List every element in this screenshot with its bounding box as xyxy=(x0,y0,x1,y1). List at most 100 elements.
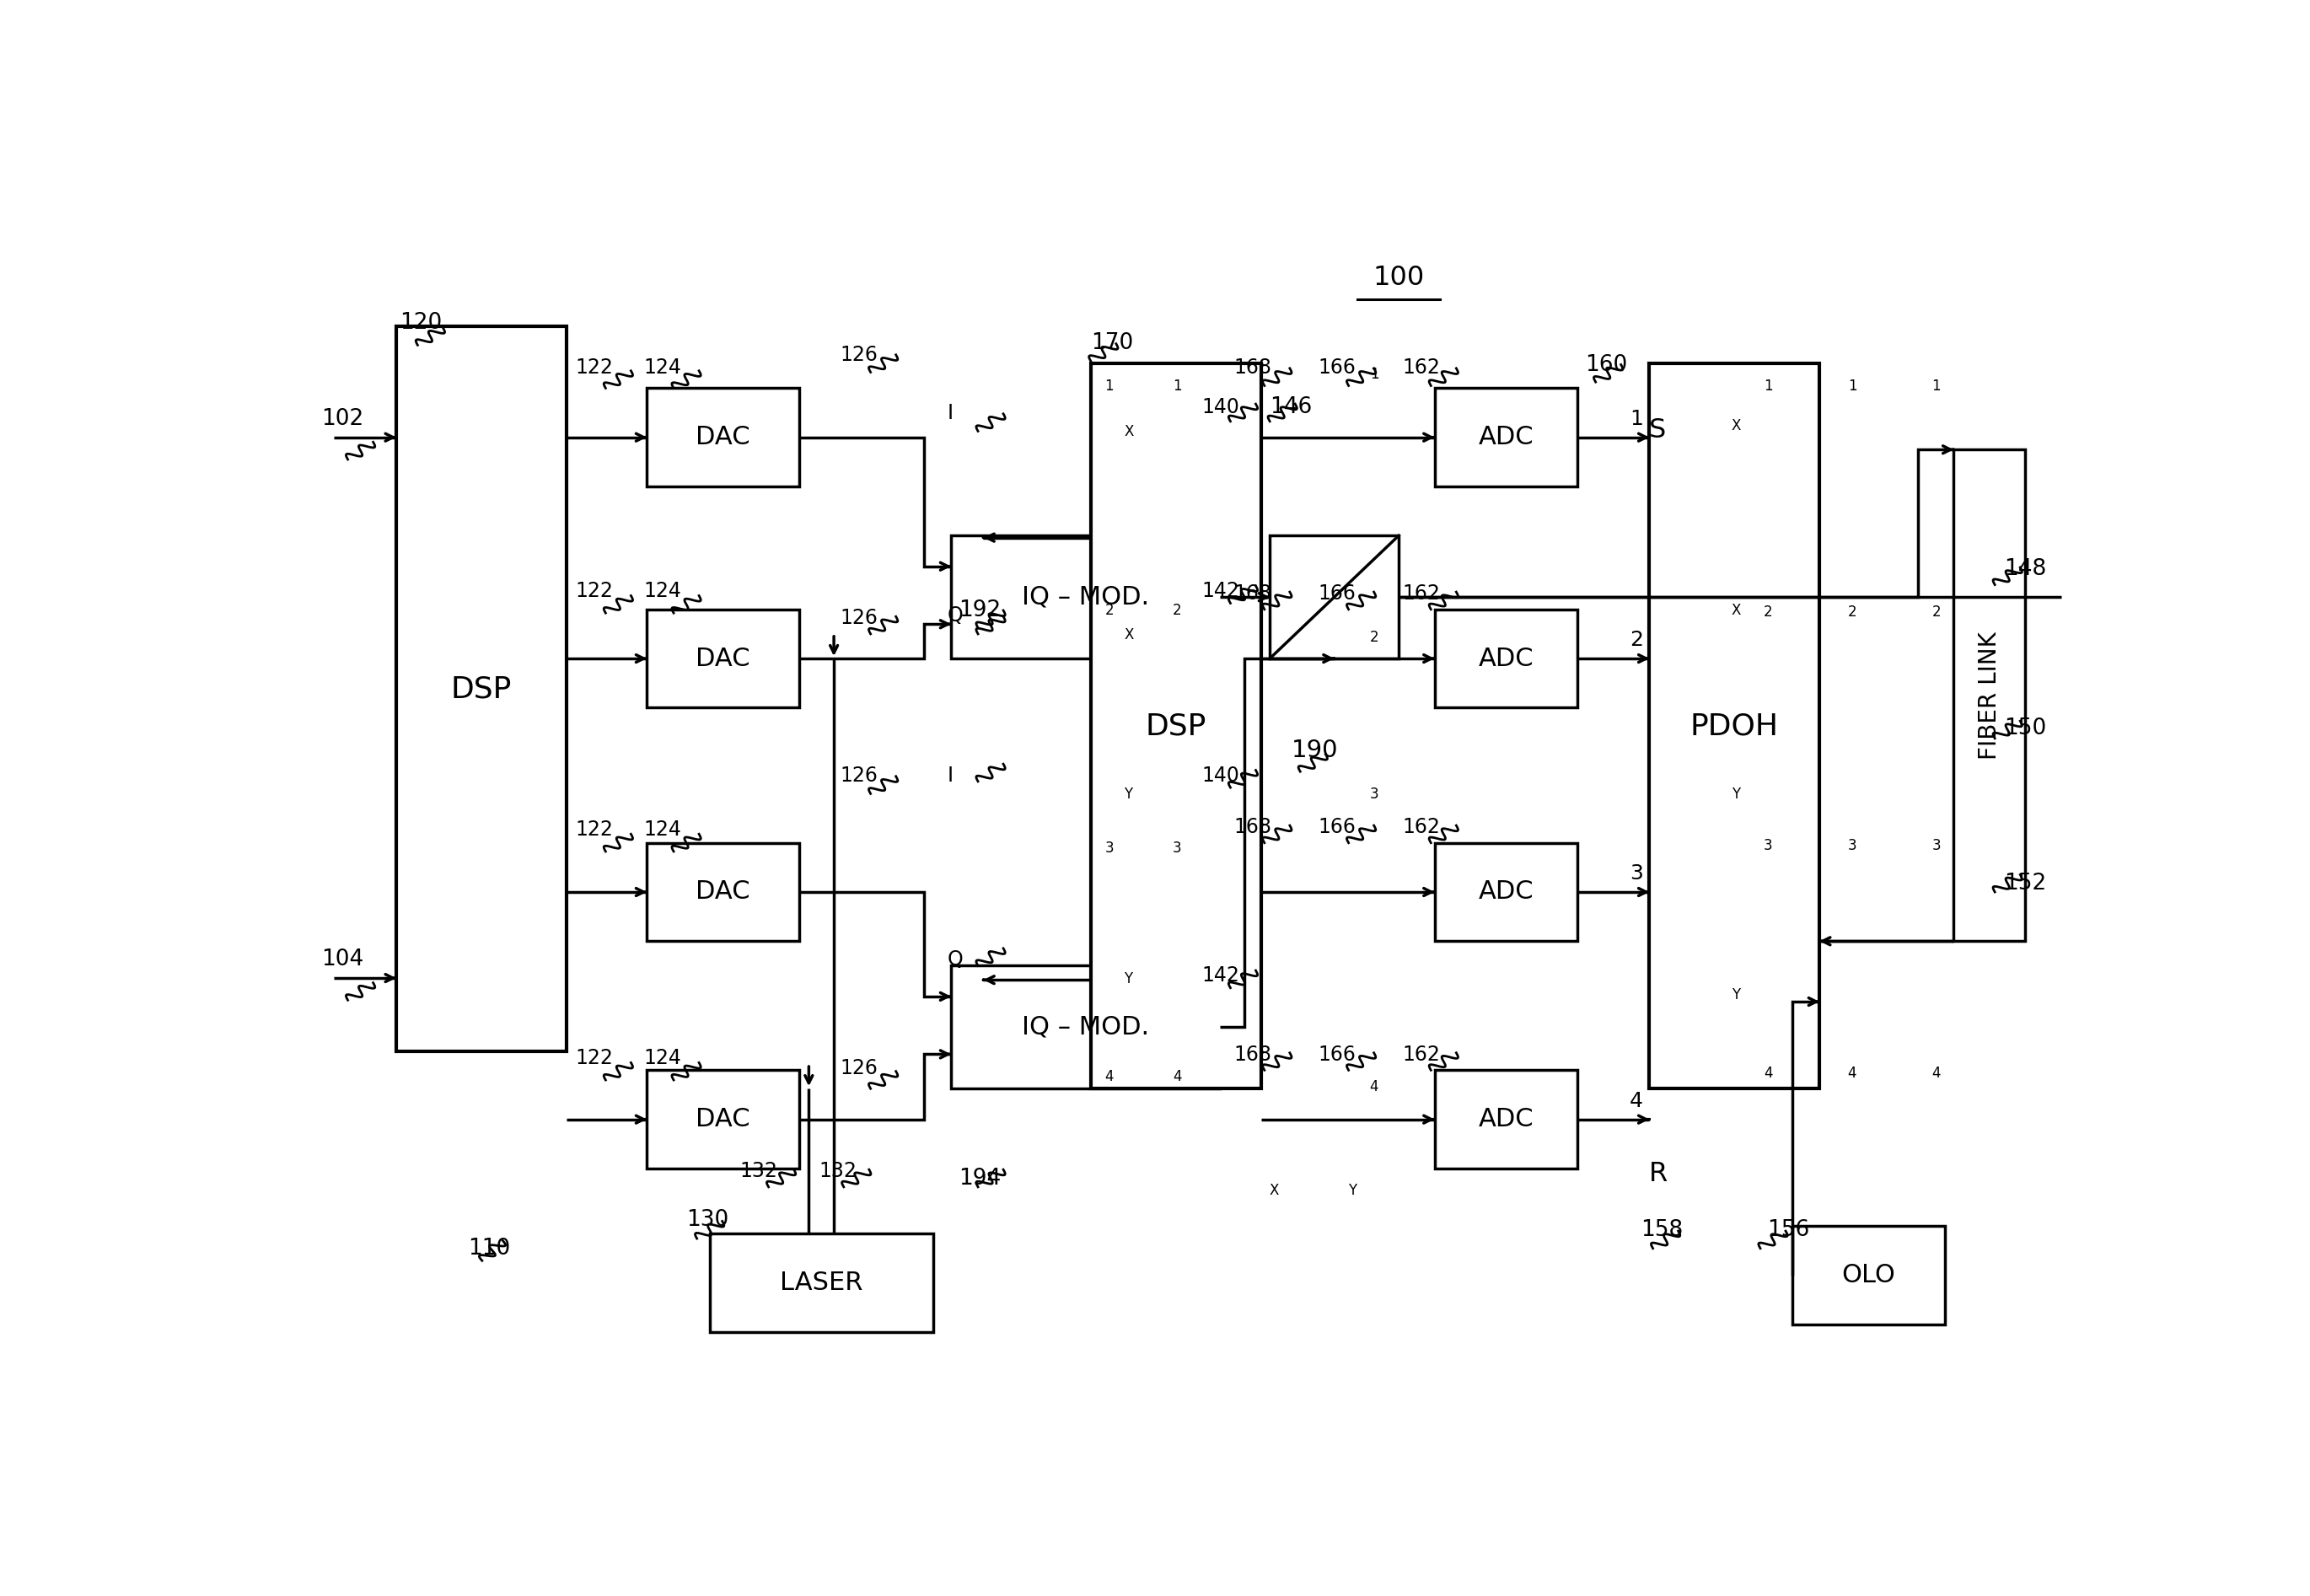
Text: 140: 140 xyxy=(1201,766,1240,785)
Text: DAC: DAC xyxy=(695,646,751,670)
Text: 132: 132 xyxy=(818,1162,857,1181)
Text: 168: 168 xyxy=(1234,1044,1273,1065)
Bar xyxy=(1435,843,1578,942)
Bar xyxy=(1793,1226,1945,1325)
Text: PDOH: PDOH xyxy=(1691,712,1779,741)
Text: 122: 122 xyxy=(575,581,612,602)
Text: 2: 2 xyxy=(1104,602,1113,618)
Bar xyxy=(647,1071,799,1168)
Text: ADC: ADC xyxy=(1478,1108,1534,1132)
Text: 168: 168 xyxy=(1234,584,1273,603)
Text: 192: 192 xyxy=(959,600,1000,622)
Text: 4: 4 xyxy=(1104,1069,1113,1085)
Text: 4: 4 xyxy=(1629,1092,1642,1111)
Text: 100: 100 xyxy=(1372,265,1425,290)
Text: 162: 162 xyxy=(1402,358,1439,378)
Text: 190: 190 xyxy=(1291,739,1337,761)
Text: 148: 148 xyxy=(2003,559,2047,579)
Text: DAC: DAC xyxy=(695,1108,751,1132)
Text: 2: 2 xyxy=(1763,605,1772,621)
Text: Q: Q xyxy=(947,605,963,626)
Text: Y: Y xyxy=(1349,1183,1356,1197)
Text: FIBER LINK: FIBER LINK xyxy=(1977,632,2000,760)
Text: 124: 124 xyxy=(642,358,681,378)
Text: Y: Y xyxy=(1730,986,1739,1002)
Text: 146: 146 xyxy=(1271,396,1312,418)
Text: 104: 104 xyxy=(321,950,363,970)
Bar xyxy=(1435,388,1578,487)
Text: 4: 4 xyxy=(1848,1066,1857,1080)
Bar xyxy=(1271,536,1398,659)
Text: 126: 126 xyxy=(841,345,878,365)
Bar xyxy=(1649,364,1820,1088)
Text: 166: 166 xyxy=(1319,358,1356,378)
Text: X: X xyxy=(1730,418,1742,433)
Text: 2: 2 xyxy=(1931,605,1940,621)
Text: OLO: OLO xyxy=(1841,1262,1897,1288)
Text: 126: 126 xyxy=(841,1058,878,1079)
Text: 166: 166 xyxy=(1319,817,1356,838)
Text: 124: 124 xyxy=(642,581,681,602)
Text: 126: 126 xyxy=(841,766,878,785)
Bar xyxy=(647,843,799,942)
Text: Q: Q xyxy=(947,950,963,970)
Text: DAC: DAC xyxy=(695,879,751,905)
Text: Y: Y xyxy=(1730,787,1739,801)
Text: DAC: DAC xyxy=(695,425,751,450)
Text: 132: 132 xyxy=(739,1162,778,1181)
Bar xyxy=(647,610,799,707)
Text: X: X xyxy=(1125,627,1134,642)
Text: 168: 168 xyxy=(1234,358,1273,378)
Text: 158: 158 xyxy=(1640,1219,1682,1242)
Text: 3: 3 xyxy=(1173,841,1183,855)
Text: 102: 102 xyxy=(321,409,363,429)
Text: Y: Y xyxy=(1125,970,1132,986)
Text: LASER: LASER xyxy=(781,1270,864,1294)
Text: I: I xyxy=(947,766,954,785)
Text: R: R xyxy=(1649,1160,1668,1187)
Text: 1: 1 xyxy=(1763,378,1772,394)
Text: 140: 140 xyxy=(1201,397,1240,417)
Text: 2: 2 xyxy=(1370,629,1379,645)
Text: 4: 4 xyxy=(1370,1079,1379,1095)
Text: 122: 122 xyxy=(575,358,612,378)
Bar xyxy=(1090,364,1261,1088)
Text: 2: 2 xyxy=(1629,630,1642,651)
Text: X: X xyxy=(1730,602,1742,618)
Bar xyxy=(1435,1071,1578,1168)
Text: 3: 3 xyxy=(1931,838,1940,854)
Bar xyxy=(397,327,566,1052)
Text: 120: 120 xyxy=(400,313,441,334)
Bar xyxy=(647,388,799,487)
Text: IQ – MOD.: IQ – MOD. xyxy=(1021,1015,1148,1039)
Text: 110: 110 xyxy=(467,1237,511,1259)
Text: 3: 3 xyxy=(1370,787,1379,801)
Text: 194: 194 xyxy=(959,1168,1000,1189)
Bar xyxy=(952,966,1220,1088)
Text: 162: 162 xyxy=(1402,1044,1439,1065)
Text: 142: 142 xyxy=(1201,581,1240,602)
Text: 156: 156 xyxy=(1767,1219,1809,1242)
Text: 3: 3 xyxy=(1848,838,1857,854)
Text: 124: 124 xyxy=(642,1049,681,1068)
Text: 162: 162 xyxy=(1402,584,1439,603)
Text: 122: 122 xyxy=(575,1049,612,1068)
Text: ADC: ADC xyxy=(1478,425,1534,450)
Bar xyxy=(952,536,1220,659)
Text: ADC: ADC xyxy=(1478,646,1534,670)
Text: S: S xyxy=(1649,417,1666,444)
Text: 1: 1 xyxy=(1931,378,1940,394)
Text: 152: 152 xyxy=(2003,873,2047,895)
Text: 4: 4 xyxy=(1763,1066,1772,1080)
Text: 1: 1 xyxy=(1848,378,1857,394)
Text: 3: 3 xyxy=(1629,863,1642,884)
Text: DSP: DSP xyxy=(1146,712,1206,741)
Text: DSP: DSP xyxy=(450,675,513,704)
Text: 1: 1 xyxy=(1370,367,1379,381)
Text: 126: 126 xyxy=(841,608,878,629)
Text: 3: 3 xyxy=(1763,838,1772,854)
Text: 4: 4 xyxy=(1931,1066,1940,1080)
Text: 3: 3 xyxy=(1104,841,1113,855)
Text: 2: 2 xyxy=(1173,602,1183,618)
Text: 166: 166 xyxy=(1319,584,1356,603)
